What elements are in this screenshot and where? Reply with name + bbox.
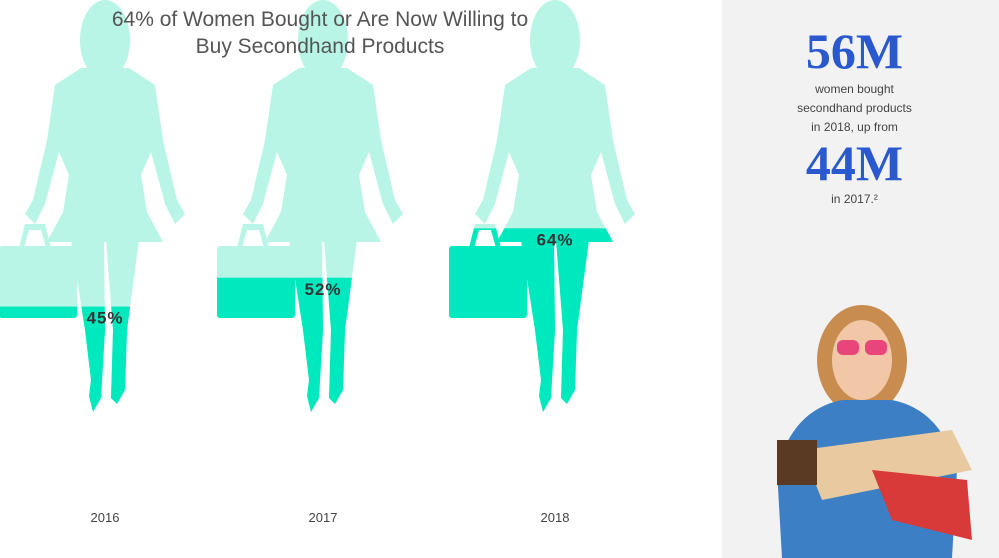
sunglasses: [865, 340, 887, 355]
silhouette: [217, 0, 403, 412]
stat-note: in 2017.²: [831, 192, 878, 206]
figure: 52% 2017: [217, 0, 403, 525]
face: [832, 320, 892, 400]
headline-stat: 56M: [805, 23, 904, 79]
chart-title: 64% of Women Bought or Are Now Willing t…: [111, 8, 529, 58]
filled-portion: [217, 277, 403, 412]
silhouette-background: [217, 0, 403, 412]
filled-portion: [449, 228, 635, 412]
x-tick-label: 2017: [309, 510, 338, 525]
value-label: 52%: [304, 280, 341, 299]
shoes: [802, 430, 972, 500]
filled-portion: [0, 306, 185, 412]
figure: 45% 2016: [0, 0, 185, 525]
photo: [777, 305, 972, 558]
value-label: 64%: [536, 230, 573, 249]
stat-text: women bought secondhand products in 2018…: [797, 82, 912, 134]
chart: 45% 2016 52% 2017 64% 2018: [0, 0, 635, 525]
silhouette: [0, 0, 185, 412]
x-tick-label: 2018: [541, 510, 570, 525]
sunglasses: [837, 340, 859, 355]
figure: 64% 2018: [449, 0, 635, 525]
sidebar: 56M women bought secondhand products in …: [722, 0, 999, 558]
shoe-box: [777, 440, 817, 485]
shoes: [872, 470, 972, 540]
previous-stat: 44M: [805, 135, 904, 191]
silhouette-background: [0, 0, 185, 412]
x-tick-label: 2016: [91, 510, 120, 525]
value-label: 45%: [86, 309, 123, 328]
